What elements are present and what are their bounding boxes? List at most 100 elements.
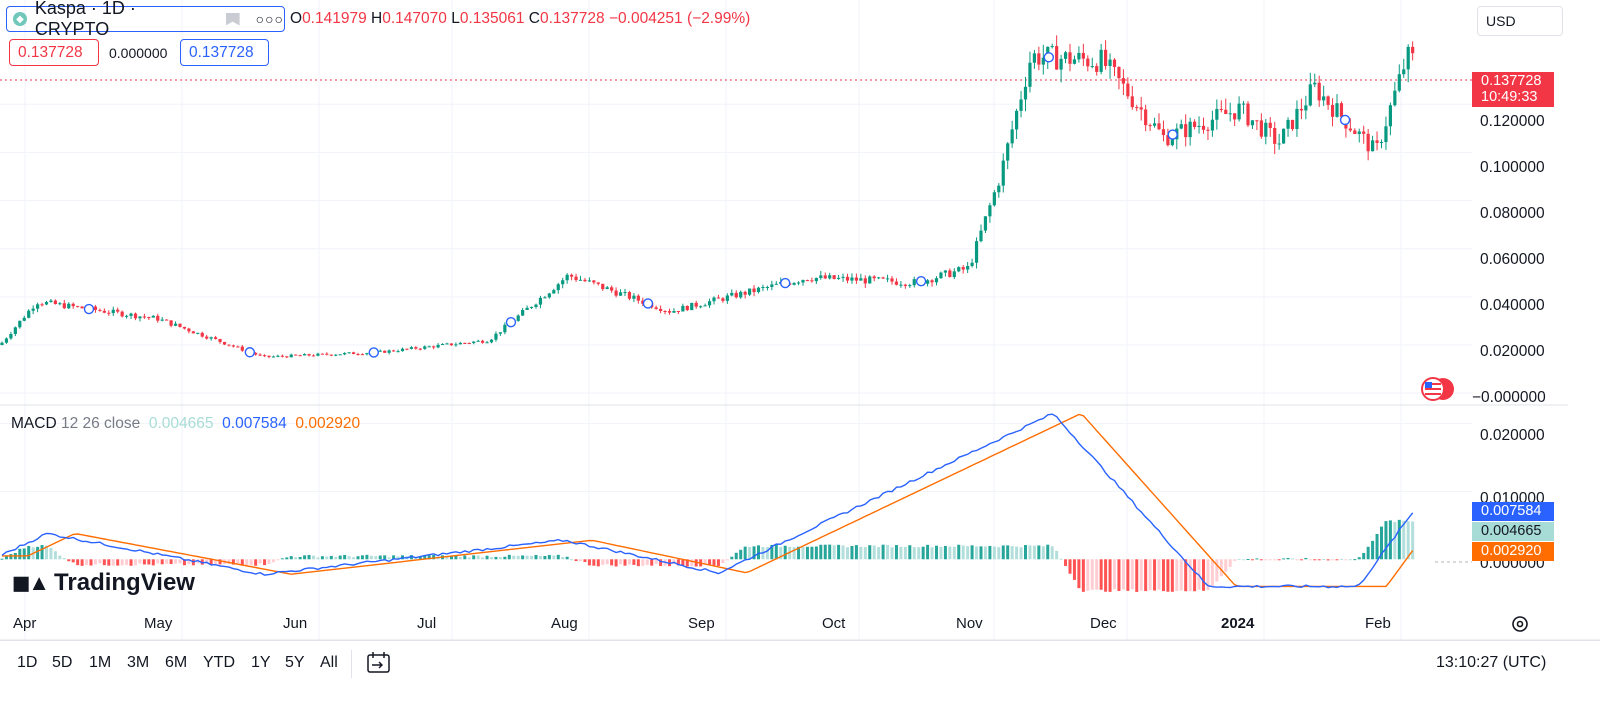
macd-histogram-bar (294, 557, 298, 560)
range-1m-button[interactable]: 1M (89, 654, 112, 671)
macd-histogram-bar (329, 555, 333, 560)
range-all-button[interactable]: All (320, 654, 338, 671)
macd-histogram-bar (1233, 559, 1237, 561)
macd-histogram-bar (1322, 558, 1326, 560)
close-key: C (528, 10, 540, 27)
candle-body (1313, 82, 1317, 85)
macd-histogram-bar (360, 555, 364, 560)
events-flag-icon[interactable] (1421, 377, 1454, 401)
range-5d-button[interactable]: 5D (52, 654, 73, 671)
candle-body (596, 282, 600, 284)
candle-body (494, 333, 498, 340)
macd-histogram-bar (899, 546, 903, 560)
macd-histogram-bar (147, 559, 151, 565)
symbol-search-button[interactable]: ◆ Kaspa · 1D · CRYPTO ○○○ (6, 0, 285, 39)
macd-histogram-bar (587, 559, 591, 566)
settings-icon[interactable] (1512, 616, 1528, 632)
candle-body (578, 279, 583, 281)
candle-body (970, 262, 974, 266)
symbol-title: Kaspa · 1D · CRYPTO (34, 0, 136, 39)
candle-body (939, 272, 943, 279)
candle-body (521, 310, 525, 316)
candle-body (31, 308, 35, 311)
candle-body (943, 270, 947, 273)
candle-body (699, 306, 703, 308)
candle-body (556, 284, 560, 291)
macd-histogram-bar (378, 555, 382, 560)
macd-legend[interactable]: MACD 12 26 close 0.004665 0.007584 0.002… (11, 415, 360, 433)
candle-body (1277, 143, 1281, 145)
candle-body (120, 311, 124, 317)
macd-histogram-bar (814, 546, 818, 560)
candle-body (454, 344, 458, 346)
macd-histogram-bar (1215, 559, 1219, 582)
candle-body (423, 346, 427, 349)
macd-histogram-bar (1064, 559, 1068, 566)
macd-histogram-bar (1224, 559, 1228, 572)
macd-histogram-bar (432, 554, 436, 560)
kaspa-logo-icon: ◆ (13, 12, 27, 26)
candle-body (169, 320, 173, 326)
candle-body (721, 298, 725, 301)
candle-body (1379, 142, 1384, 144)
candle-body (160, 319, 164, 321)
candle-body (894, 281, 899, 285)
candle-body (552, 290, 556, 294)
candle-body (516, 315, 520, 321)
macd-histogram-bar (454, 555, 458, 560)
candle-body (948, 270, 952, 278)
sell-button[interactable]: 0.137728 (9, 39, 99, 66)
candle-body (979, 230, 983, 242)
macd-histogram-bar (1362, 552, 1366, 560)
macd-histogram-bar (120, 559, 124, 566)
candle-body (1148, 125, 1152, 127)
candle-body (1135, 107, 1139, 109)
macd-histogram-bar (156, 559, 160, 564)
candle-body (1250, 120, 1255, 126)
candle-body (240, 346, 244, 351)
buy-button[interactable]: 0.137728 (180, 39, 269, 66)
macd-histogram-bar (1077, 559, 1081, 589)
range-1d-button[interactable]: 1D (17, 654, 38, 671)
candle-body (200, 332, 204, 337)
range-3m-button[interactable]: 3M (127, 654, 150, 671)
macd-histogram-bar (1095, 559, 1099, 590)
macd-histogram-bar (743, 546, 747, 560)
range-6m-button[interactable]: 6M (165, 654, 188, 671)
macd-histogram-bar (1313, 559, 1317, 561)
price-axis-label: −0.000000 (1472, 389, 1546, 406)
compare-range-icon[interactable] (367, 652, 390, 673)
macd-histogram-bar (129, 559, 133, 566)
macd-histogram-bar (1406, 521, 1410, 560)
candle-body (1188, 121, 1192, 138)
flag-icon[interactable] (225, 12, 240, 26)
tradingview-logo[interactable]: ◼▲ TradingView (12, 569, 195, 597)
candle-body (796, 282, 801, 284)
utc-clock[interactable]: 13:10:27 (UTC) (1436, 654, 1547, 671)
candle-body (734, 292, 738, 298)
macd-histogram-bar (352, 557, 356, 560)
macd-histogram-bar (1246, 558, 1250, 560)
candle-body (1282, 128, 1286, 144)
range-1y-button[interactable]: 1Y (251, 654, 271, 671)
candle-body (1157, 123, 1161, 130)
macd-histogram-bar (886, 544, 890, 560)
macd-histogram-bar (1317, 559, 1321, 561)
macd-histogram-bar (476, 555, 480, 560)
more-icon[interactable]: ○○○ (255, 11, 284, 27)
candle-body (756, 287, 761, 293)
macd-histogram-bar (854, 545, 858, 560)
candle-body (13, 327, 17, 334)
macd-histogram-bar (85, 559, 89, 565)
range-5y-button[interactable]: 5Y (285, 654, 305, 671)
macd-histogram-bar (975, 546, 979, 560)
currency-select[interactable]: USD (1477, 6, 1563, 36)
macd-histogram-bar (76, 559, 80, 566)
range-ytd-button[interactable]: YTD (203, 654, 235, 671)
candle-body (1019, 99, 1023, 111)
macd-histogram-bar (1135, 559, 1139, 592)
macd-histogram-bar (610, 559, 614, 566)
macd-histogram-bar (552, 555, 556, 560)
macd-histogram-bar (1193, 559, 1197, 592)
